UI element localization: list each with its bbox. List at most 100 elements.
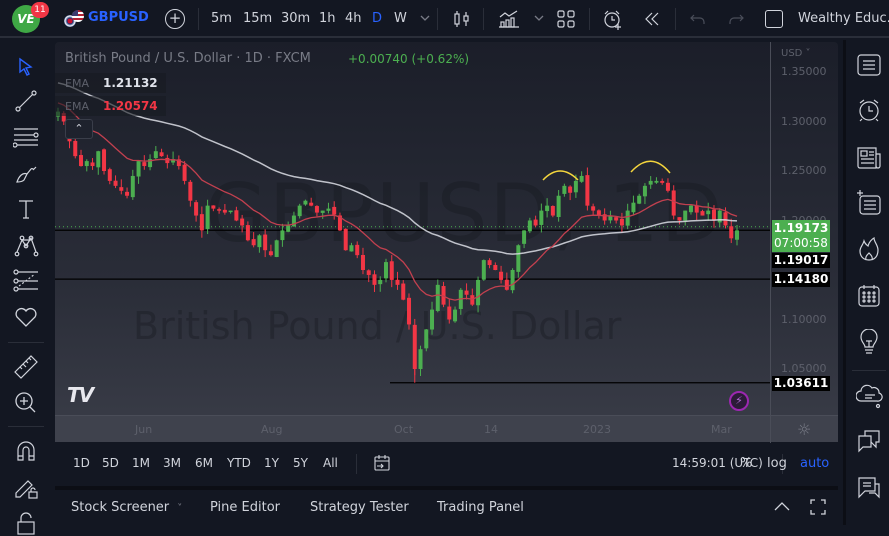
range-all[interactable]: All — [323, 456, 338, 470]
alert-add-icon[interactable] — [602, 9, 622, 30]
right-sidebar — [843, 40, 889, 525]
log-toggle[interactable]: log — [767, 456, 787, 471]
symbol-flags-icon — [64, 10, 84, 28]
time-tick: Jun — [135, 423, 153, 436]
chevron-down-icon[interactable] — [532, 11, 552, 31]
bottom-panel-tabs: Stock Screener ˅ Pine Editor Strategy Te… — [55, 486, 838, 525]
time-tick: Mar — [711, 423, 732, 436]
drawing-toolbar — [0, 40, 52, 535]
price-change: +0.00740 (+0.62%) — [348, 52, 470, 66]
ideas-bulb-icon[interactable] — [856, 329, 882, 355]
replay-icon[interactable] — [642, 9, 662, 29]
ema-legend-fast[interactable]: EMA 1.20574 — [55, 96, 166, 116]
trend-line-icon[interactable] — [13, 88, 39, 114]
chart-settings-icon[interactable]: ☼ — [797, 420, 812, 439]
timeframe-5m[interactable]: 5m — [211, 11, 232, 26]
ema-legend-slow[interactable]: EMA 1.21132 — [55, 73, 166, 93]
time-tick: 14 — [484, 423, 498, 436]
time-tick: 2023 — [583, 423, 611, 436]
lightning-icon[interactable]: ⚡ — [729, 391, 749, 411]
tab-strategy-tester[interactable]: Strategy Tester — [310, 500, 409, 515]
ruler-icon[interactable] — [13, 354, 39, 380]
range-ytd[interactable]: YTD — [227, 456, 251, 470]
lock-icon[interactable] — [13, 510, 39, 536]
range-1y[interactable]: 1Y — [264, 456, 279, 470]
undo-icon[interactable] — [688, 9, 708, 29]
price-scale-divider — [770, 42, 771, 442]
alarm-clock-icon[interactable] — [856, 97, 882, 123]
go-to-date-icon[interactable] — [373, 454, 391, 472]
timeframe-4h[interactable]: 4h — [345, 11, 362, 26]
chat-cloud-icon[interactable] — [856, 383, 883, 409]
watchlist-icon[interactable] — [856, 52, 882, 78]
tab-trading-panel[interactable]: Trading Panel — [437, 500, 524, 515]
range-3m[interactable]: 3M — [163, 456, 181, 470]
chart-pane[interactable]: GBPUSD, 1D British Pound / U.S. Dollar B… — [55, 42, 838, 442]
pattern-icon[interactable] — [13, 232, 39, 258]
redo-icon[interactable] — [726, 9, 746, 29]
indicators-icon[interactable] — [498, 9, 519, 29]
layout-grid-icon[interactable] — [556, 9, 576, 29]
range-5y[interactable]: 5Y — [293, 456, 308, 470]
current-price-tag: 1.19173 07:00:58 — [772, 220, 830, 252]
notification-badge: 11 — [31, 2, 49, 18]
currency-selector[interactable]: USD ˅ — [781, 48, 811, 59]
account-name[interactable]: Wealthy Educ... — [798, 11, 889, 26]
percent-toggle[interactable]: % — [740, 456, 753, 471]
time-tick: Aug — [261, 423, 283, 436]
time-axis[interactable]: Jun Aug Oct 14 2023 Mar — [55, 415, 838, 443]
price-tick: 1.30000 — [781, 114, 827, 128]
price-tick: 1.10000 — [781, 312, 827, 326]
range-5d[interactable]: 5D — [102, 456, 119, 470]
symbol-search-button[interactable]: GBPUSD — [88, 10, 149, 25]
magnet-icon[interactable] — [13, 438, 39, 464]
timeframe-1h[interactable]: 1h — [319, 11, 336, 26]
lock-drawing-icon[interactable] — [13, 474, 39, 500]
timeframe-w[interactable]: W — [394, 11, 407, 26]
divider — [852, 370, 886, 371]
tradingview-logo[interactable]: TV — [67, 383, 94, 407]
timeframe-d[interactable]: D — [372, 11, 383, 26]
fib-levels-icon[interactable] — [13, 268, 39, 294]
cursor-icon[interactable] — [13, 54, 39, 80]
chevron-down-icon[interactable] — [418, 11, 438, 31]
divider — [8, 342, 44, 343]
news-icon[interactable] — [856, 145, 882, 171]
collapse-legend-button[interactable]: ⌃ — [65, 119, 93, 139]
ema-fast-value: 1.20574 — [103, 99, 158, 113]
range-1d[interactable]: 1D — [73, 456, 90, 470]
range-1m[interactable]: 1M — [132, 456, 150, 470]
layout-box-icon[interactable] — [765, 10, 783, 28]
heart-icon[interactable] — [13, 304, 39, 330]
price-tick: 1.25000 — [781, 164, 827, 177]
tab-stock-screener[interactable]: Stock Screener ˅ — [71, 500, 183, 515]
time-tick: Oct — [394, 423, 414, 436]
utc-clock[interactable]: 14:59:01 (UTC) — [672, 456, 763, 470]
candlestick-icon[interactable] — [452, 9, 472, 29]
maximize-icon[interactable] — [809, 498, 827, 516]
hotlist-fire-icon[interactable] — [856, 236, 882, 262]
chevron-up-icon[interactable] — [773, 500, 791, 514]
tab-pine-editor[interactable]: Pine Editor — [210, 500, 281, 515]
watermark-name: British Pound / U.S. Dollar — [133, 304, 622, 348]
divider — [675, 8, 676, 30]
level-tag: 1.19017 — [772, 253, 830, 268]
add-list-icon[interactable] — [856, 190, 882, 216]
auto-scale-toggle[interactable]: auto — [800, 456, 830, 471]
messages-icon[interactable] — [856, 475, 882, 501]
add-symbol-icon[interactable]: + — [165, 9, 185, 29]
horizontal-lines-icon[interactable] — [13, 124, 39, 150]
zoom-in-icon[interactable] — [13, 390, 39, 416]
price-chart-canvas[interactable] — [55, 42, 838, 415]
brush-icon[interactable] — [13, 160, 39, 186]
chart-title: British Pound / U.S. Dollar · 1D · FXCM — [65, 51, 311, 66]
divider — [198, 8, 199, 30]
calendar-icon[interactable] — [856, 283, 882, 309]
range-6m[interactable]: 6M — [195, 456, 213, 470]
chats-icon[interactable] — [856, 428, 882, 454]
text-icon[interactable] — [13, 196, 39, 222]
level-tag: 1.03611 — [772, 376, 830, 391]
timeframe-15m[interactable]: 15m — [243, 11, 273, 26]
timeframe-30m[interactable]: 30m — [281, 11, 311, 26]
ema-slow-value: 1.21132 — [103, 76, 158, 90]
